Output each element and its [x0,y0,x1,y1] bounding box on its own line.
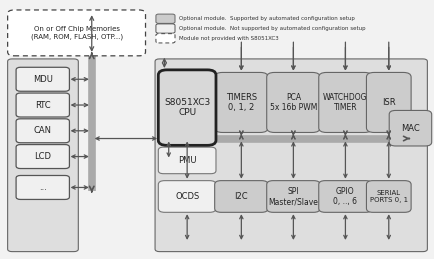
FancyBboxPatch shape [16,145,69,169]
Text: LCD: LCD [34,152,51,161]
Text: WATCHDOG
TIMER: WATCHDOG TIMER [322,93,367,112]
Text: GPIO
0, .., 6: GPIO 0, .., 6 [332,187,357,206]
FancyBboxPatch shape [318,181,371,212]
Text: SPI
Master/Slave: SPI Master/Slave [268,187,318,206]
FancyBboxPatch shape [266,73,319,132]
FancyBboxPatch shape [16,67,69,91]
FancyBboxPatch shape [16,93,69,117]
FancyBboxPatch shape [365,73,410,132]
FancyBboxPatch shape [318,73,371,132]
Text: CAN: CAN [34,126,52,135]
FancyBboxPatch shape [8,10,145,56]
FancyBboxPatch shape [16,119,69,143]
Text: Optional module.  Supported by automated configuration setup: Optional module. Supported by automated … [179,16,355,21]
Text: TIMERS
0, 1, 2: TIMERS 0, 1, 2 [225,93,256,112]
Text: MDU: MDU [33,75,53,84]
Text: Module not provided with S8051XC3: Module not provided with S8051XC3 [179,36,279,41]
Text: SERIAL
PORTS 0, 1: SERIAL PORTS 0, 1 [369,190,407,203]
Text: ...: ... [39,183,46,192]
Text: PCA
5x 16b PWM: PCA 5x 16b PWM [269,93,316,112]
FancyBboxPatch shape [266,181,319,212]
Text: I2C: I2C [234,192,247,201]
FancyBboxPatch shape [155,34,174,43]
FancyBboxPatch shape [8,59,78,251]
FancyBboxPatch shape [158,147,216,174]
FancyBboxPatch shape [388,110,431,146]
Text: On or Off Chip Memories
(RAM, ROM, FLASH, OTP...): On or Off Chip Memories (RAM, ROM, FLASH… [30,26,122,40]
Text: S8051XC3
CPU: S8051XC3 CPU [164,98,210,117]
FancyBboxPatch shape [365,181,410,212]
Text: MAC: MAC [400,124,419,133]
Text: OCDS: OCDS [174,192,199,201]
FancyBboxPatch shape [214,73,267,132]
Text: PMU: PMU [178,156,196,165]
Text: RTC: RTC [35,100,50,110]
FancyBboxPatch shape [16,176,69,199]
Text: ISR: ISR [381,98,395,107]
FancyBboxPatch shape [158,70,216,145]
FancyBboxPatch shape [158,181,216,212]
FancyBboxPatch shape [155,24,174,33]
Text: Optional module.  Not supported by automated configuration setup: Optional module. Not supported by automa… [179,26,365,31]
FancyBboxPatch shape [155,14,174,23]
FancyBboxPatch shape [214,181,267,212]
FancyBboxPatch shape [155,59,426,251]
